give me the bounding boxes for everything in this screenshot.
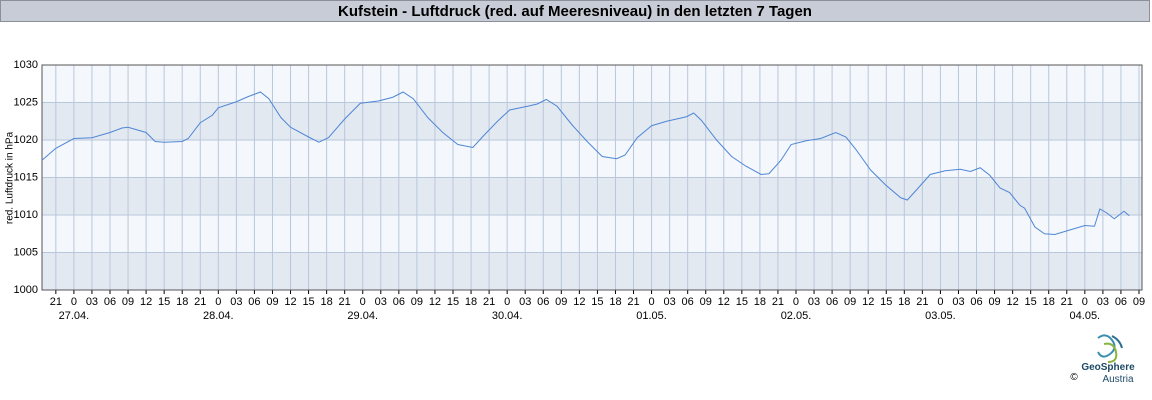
x-tick-label: 15 [880, 296, 892, 308]
logo-sub: Austria [1102, 374, 1134, 385]
date-label: 30.04. [492, 310, 523, 322]
x-tick-label: 09 [700, 296, 712, 308]
x-tick-label: 0 [937, 296, 943, 308]
x-tick-label: 0 [649, 296, 655, 308]
x-tick-label: 12 [1006, 296, 1018, 308]
date-label: 02.05. [781, 310, 812, 322]
x-tick-label: 0 [71, 296, 77, 308]
x-tick-label: 15 [736, 296, 748, 308]
x-tick-label: 15 [447, 296, 459, 308]
x-tick-label: 15 [302, 296, 314, 308]
x-tick-label: 09 [266, 296, 278, 308]
x-tick-label: 12 [862, 296, 874, 308]
y-tick-label: 1000 [14, 284, 38, 296]
x-tick-label: 06 [826, 296, 838, 308]
x-tick-label: 21 [194, 296, 206, 308]
y-tick-label: 1025 [14, 96, 38, 108]
copyright: © [1070, 372, 1078, 383]
x-tick-label: 18 [754, 296, 766, 308]
plot-border [41, 64, 1143, 291]
date-label: 29.04. [347, 310, 378, 322]
logo-name: GeoSphere [1081, 362, 1135, 373]
x-tick-label: 12 [718, 296, 730, 308]
x-tick-label: 09 [1133, 296, 1145, 308]
x-tick-label: 18 [898, 296, 910, 308]
x-tick-label: 18 [465, 296, 477, 308]
logo-icon [1097, 334, 1123, 363]
x-tick-label: 03 [1097, 296, 1109, 308]
x-tick-label: 12 [429, 296, 441, 308]
x-tick-label: 03 [664, 296, 676, 308]
date-label: 27.04. [59, 310, 90, 322]
chart-title: Kufstein - Luftdruck (red. auf Meeresniv… [0, 0, 1150, 22]
line [41, 91, 1130, 236]
x-tick-label: 0 [215, 296, 221, 308]
x-tick-label: 18 [176, 296, 188, 308]
x-tick-label: 06 [1115, 296, 1127, 308]
y-tick-label: 1005 [14, 246, 38, 258]
x-tick-label: 09 [844, 296, 856, 308]
x-tick-label: 15 [158, 296, 170, 308]
x-tick-label: 09 [988, 296, 1000, 308]
x-tick-label: 15 [1025, 296, 1037, 308]
x-tick-label: 0 [1082, 296, 1088, 308]
x-tick-label: 18 [609, 296, 621, 308]
date-label: 04.05. [1070, 310, 1101, 322]
y-tick-label: 1030 [14, 59, 38, 71]
y-axis-label: red. Luftdruck in hPa [5, 131, 16, 224]
x-tick-label: 03 [230, 296, 242, 308]
x-tick-label: 03 [86, 296, 98, 308]
x-tick-label: 06 [393, 296, 405, 308]
x-tick-label: 21 [627, 296, 639, 308]
y-tick-label: 1020 [14, 134, 38, 146]
x-tick-label: 21 [339, 296, 351, 308]
y-tick-label: 1010 [14, 209, 38, 221]
x-tick-label: 06 [104, 296, 116, 308]
x-tick-label: 21 [50, 296, 62, 308]
date-label: 01.05. [636, 310, 667, 322]
x-tick-label: 09 [122, 296, 134, 308]
x-tick-label: 06 [248, 296, 260, 308]
y-tick-label: 1015 [14, 171, 38, 183]
x-tick-label: 0 [793, 296, 799, 308]
x-tick-label: 21 [1061, 296, 1073, 308]
x-tick-label: 21 [772, 296, 784, 308]
x-tick-label: 18 [321, 296, 333, 308]
x-tick-label: 0 [360, 296, 366, 308]
date-label: 03.05. [925, 310, 956, 322]
date-label: 28.04. [203, 310, 234, 322]
x-tick-label: 09 [411, 296, 423, 308]
x-tick-label: 15 [591, 296, 603, 308]
x-tick-label: 03 [952, 296, 964, 308]
x-tick-label: 12 [573, 296, 585, 308]
x-tick-label: 12 [284, 296, 296, 308]
x-tick-label: 21 [483, 296, 495, 308]
x-tick-label: 06 [537, 296, 549, 308]
x-tick-label: 03 [519, 296, 531, 308]
x-tick-label: 06 [682, 296, 694, 308]
x-tick-label: 0 [504, 296, 510, 308]
x-tick-label: 12 [140, 296, 152, 308]
x-tick-label: 06 [970, 296, 982, 308]
x-tick-label: 03 [808, 296, 820, 308]
x-tick-label: 09 [555, 296, 567, 308]
x-tick-label: 03 [375, 296, 387, 308]
x-tick-label: 18 [1043, 296, 1055, 308]
x-tick-label: 21 [916, 296, 928, 308]
